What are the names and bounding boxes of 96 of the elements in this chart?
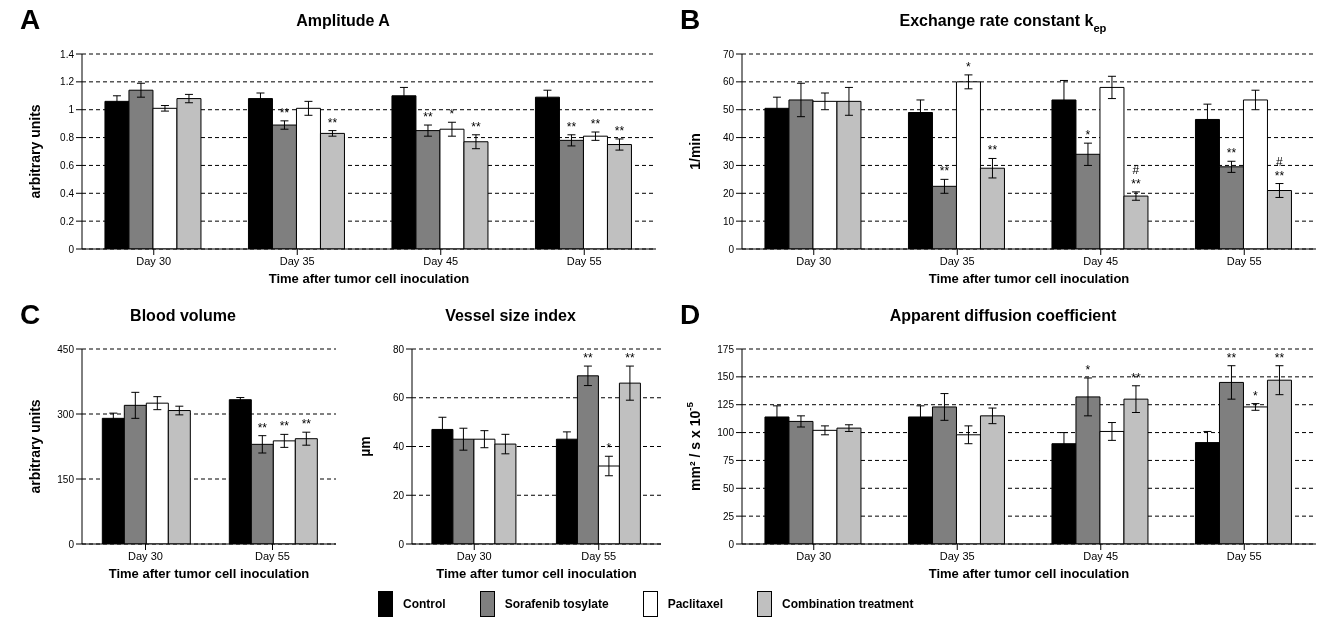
x-axis-title: Time after tumor cell inoculation (108, 566, 310, 581)
y-tick-label: 75 (722, 454, 735, 466)
data-label: ** (327, 115, 338, 130)
x-tick-label: Day 55 (255, 549, 290, 562)
y-tick-label: 0.6 (60, 159, 75, 171)
y-tick-label: 60 (722, 76, 735, 88)
y-tick-label: 50 (722, 482, 735, 494)
y-tick-label: 150 (57, 473, 75, 485)
data-label: ** (279, 419, 290, 434)
y-tick-label: 175 (717, 343, 735, 355)
data-label: ** (566, 119, 577, 134)
text: B (680, 4, 701, 36)
data-label: ** (471, 119, 481, 134)
x-axis-title: Time after tumor cell inoculation (928, 271, 1130, 286)
data-label: ** (1226, 146, 1237, 161)
y-tick-label: 60 (392, 392, 405, 404)
y-tick-label: 1 (68, 104, 75, 116)
data-label: ** (279, 105, 290, 120)
data-label: ** (1274, 350, 1285, 365)
y-tick-label: 0.2 (60, 215, 75, 227)
data-label: * (1085, 362, 1091, 377)
y-tick-label: 80 (392, 343, 405, 355)
y-tick-label: 0 (68, 243, 75, 255)
y-tick-label: 40 (392, 441, 405, 453)
y-tick-label: 0 (728, 243, 735, 255)
y-tick-label: 0.4 (60, 187, 75, 199)
y-axis-title: arbitrary units (26, 399, 43, 494)
x-tick-label: Day 45 (423, 254, 459, 267)
x-tick-label: Day 30 (456, 549, 492, 562)
y-tick-label: 40 (722, 132, 735, 144)
legend-label: Sorafenib tosylate (504, 597, 609, 611)
text: D (680, 299, 701, 331)
data-label: ** (301, 417, 312, 432)
text: A (20, 4, 41, 36)
data-label: * (966, 59, 972, 74)
y-tick-label: 0.8 (60, 132, 75, 144)
data-label: * (449, 107, 455, 122)
y-tick-label: 20 (392, 489, 405, 501)
data-label: ** (614, 123, 625, 138)
data-label: ** (423, 110, 433, 125)
x-axis-title: Time after tumor cell inoculation (928, 566, 1130, 581)
y-tick-label: 1.4 (60, 48, 75, 60)
x-tick-label: Day 55 (566, 254, 602, 267)
y-tick-label: 70 (722, 48, 735, 60)
y-tick-label: 20 (722, 187, 735, 199)
y-tick-label: 0 (68, 538, 75, 550)
x-axis-title: Time after tumor cell inoculation (268, 271, 470, 286)
data-label: ** (1131, 370, 1141, 385)
x-tick-label: Day 35 (279, 254, 315, 267)
y-tick-label: 25 (722, 510, 735, 522)
x-tick-label: Day 55 (581, 549, 617, 562)
y-tick-label: 450 (57, 343, 75, 355)
y-tick-label: 1.2 (60, 76, 75, 88)
y-tick-label: 100 (717, 427, 735, 439)
y-tick-label: 300 (57, 408, 75, 420)
data-label: ** (590, 117, 601, 131)
data-label: ** (1226, 350, 1237, 365)
data-label: ** (257, 420, 268, 435)
y-tick-label: 125 (717, 399, 735, 411)
legend-label: Control (403, 597, 446, 611)
data-label: # ** (1274, 154, 1285, 183)
y-tick-label: 30 (722, 159, 735, 171)
y-tick-label: 50 (722, 104, 735, 116)
x-tick-label: Day 30 (128, 549, 163, 562)
x-tick-label: Day 55 (1226, 549, 1262, 562)
text: C (20, 299, 41, 331)
chart-title: Vessel size index (445, 307, 576, 324)
x-tick-label: Day 45 (1083, 549, 1119, 562)
x-tick-label: Day 30 (796, 254, 832, 267)
x-tick-label: Day 35 (939, 254, 975, 267)
chart-title: Amplitude A (296, 12, 391, 29)
x-tick-label: Day 35 (939, 549, 975, 562)
chart-title: Apparent diffusion coefficient (889, 307, 1118, 324)
y-tick-label: 10 (722, 215, 735, 227)
x-tick-label: Day 30 (796, 549, 832, 562)
x-axis-title: Time after tumor cell inoculation (436, 566, 637, 581)
legend-label: Paclitaxel (667, 597, 724, 611)
y-tick-label: 0 (398, 538, 405, 550)
legend-label: Combination treatment (782, 597, 914, 611)
y-axis-title: 1/min (686, 133, 703, 170)
y-tick-label: 0 (728, 538, 735, 550)
y-axis-title: µm (356, 436, 373, 457)
data-label: ** (987, 143, 998, 158)
chart-title: Exchange rate constant k$_{ep}$ (899, 12, 1107, 34)
data-label: ** (939, 164, 950, 179)
data-label: ** (625, 351, 635, 366)
chart-title: Blood volume (130, 307, 236, 324)
x-tick-label: Day 45 (1083, 254, 1119, 267)
data-label: * (1085, 128, 1091, 143)
data-label: # ** (1131, 162, 1141, 191)
data-label: ** (583, 351, 593, 366)
y-axis-title: arbitrary units (26, 104, 43, 199)
data-label: * (1253, 388, 1259, 403)
x-tick-label: Day 30 (136, 254, 172, 267)
x-tick-label: Day 55 (1226, 254, 1262, 267)
y-tick-label: 150 (717, 371, 735, 383)
